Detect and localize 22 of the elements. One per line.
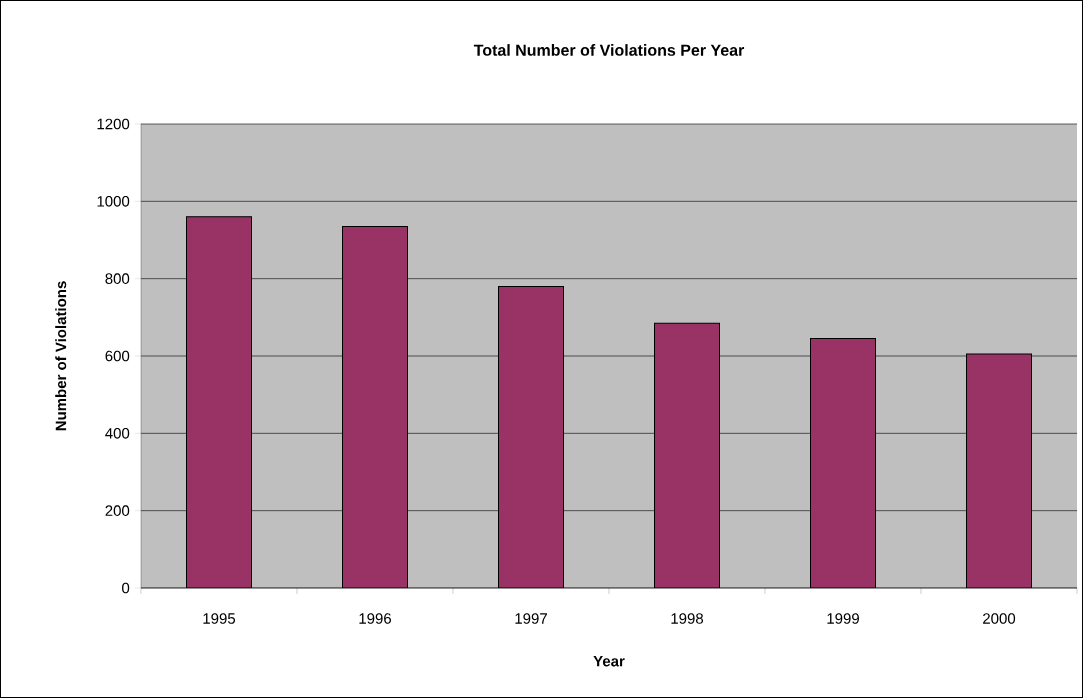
bar <box>186 216 252 588</box>
x-tick-label: 1996 <box>359 613 392 624</box>
bar <box>810 338 877 588</box>
y-tick-label: 600 <box>105 350 130 362</box>
bar <box>498 285 565 588</box>
y-axis-title: Number of Violations <box>55 281 67 431</box>
bar <box>966 353 1033 588</box>
y-tick-label: 1200 <box>97 118 130 130</box>
y-tick-label: 1000 <box>97 196 130 207</box>
x-tick-label: 1997 <box>515 613 547 624</box>
x-axis-title: Year <box>593 656 625 667</box>
x-tick-label: 2000 <box>983 613 1016 624</box>
chart-title: Total Number of Violations Per Year <box>473 44 745 56</box>
x-tick-label: 1995 <box>203 613 236 624</box>
y-tick-label: 400 <box>105 428 130 439</box>
bar <box>342 225 408 588</box>
y-tick-label: 800 <box>105 273 130 284</box>
y-tick-label: 0 <box>122 582 130 594</box>
bar <box>654 322 721 588</box>
x-tick-label: 1999 <box>827 613 859 624</box>
x-tick-label: 1998 <box>671 613 704 624</box>
y-tick-label: 200 <box>105 505 130 516</box>
